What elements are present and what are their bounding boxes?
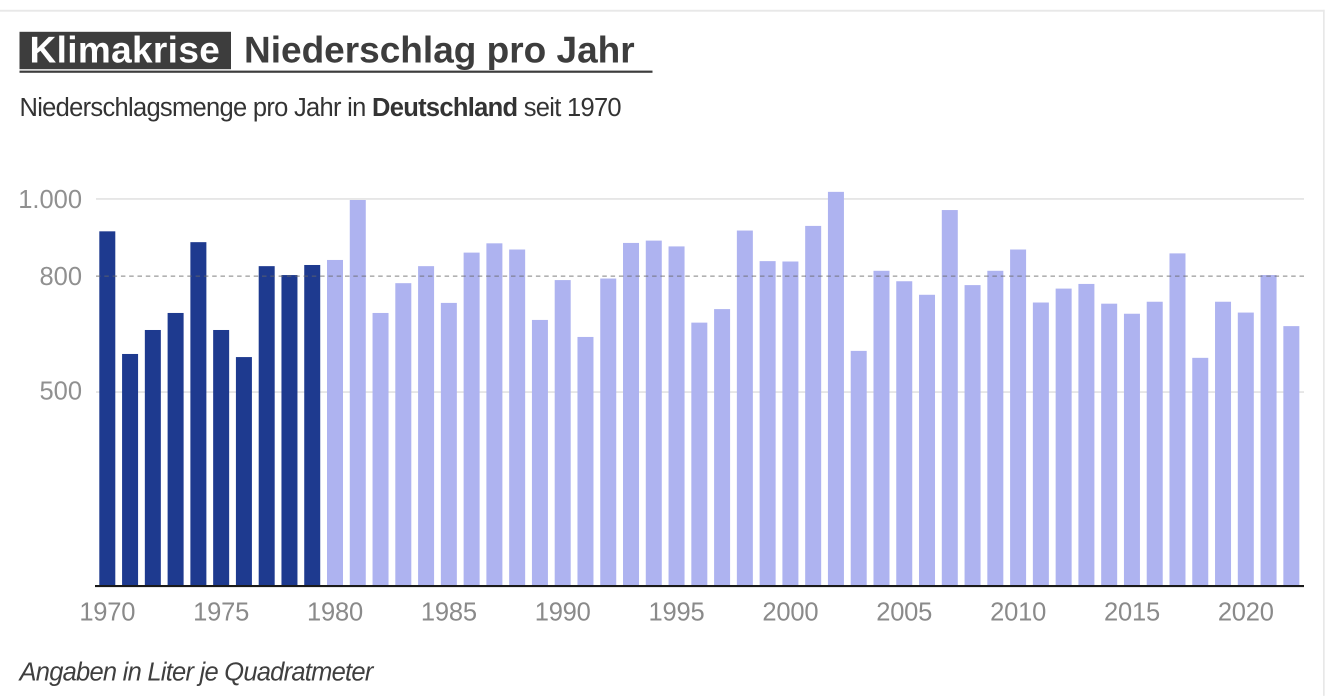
svg-text:1970: 1970	[79, 599, 135, 627]
svg-text:Niederschlag pro Jahr: Niederschlag pro Jahr	[244, 30, 635, 71]
svg-text:500: 500	[39, 377, 82, 405]
svg-text:2015: 2015	[1104, 599, 1160, 627]
svg-text:1985: 1985	[421, 599, 477, 627]
svg-text:1990: 1990	[535, 599, 591, 627]
svg-text:1980: 1980	[307, 599, 363, 627]
svg-text:2005: 2005	[876, 599, 932, 627]
svg-text:800: 800	[39, 263, 82, 291]
svg-text:Klimakrise: Klimakrise	[30, 30, 221, 71]
svg-text:2010: 2010	[990, 599, 1046, 627]
svg-text:1975: 1975	[193, 599, 249, 627]
svg-text:1995: 1995	[649, 599, 705, 627]
svg-text:1.000: 1.000	[18, 186, 82, 214]
svg-text:Niederschlagsmenge pro Jahr in: Niederschlagsmenge pro Jahr in Deutschla…	[20, 94, 622, 122]
svg-text:2020: 2020	[1218, 599, 1274, 627]
svg-text:Angaben in Liter je Quadratmet: Angaben in Liter je Quadratmeter	[18, 659, 375, 687]
svg-text:2000: 2000	[762, 599, 818, 627]
